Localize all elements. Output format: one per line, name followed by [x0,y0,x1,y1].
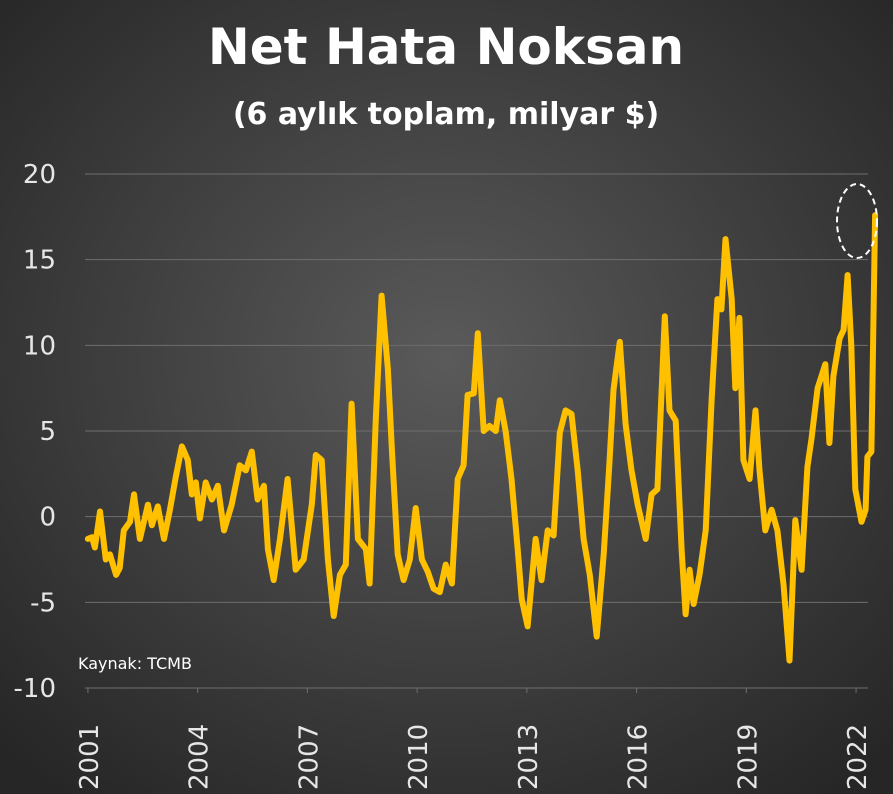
chart-title: Net Hata Noksan [208,18,684,76]
y-tick-label: 20 [23,160,56,190]
y-tick-label: -10 [14,674,56,704]
y-tick-label: -5 [30,588,56,618]
source-note: Kaynak: TCMB [78,654,192,673]
grid: -10 -5 0 5 10 15 20 2001 2004 2007 2010 2013 2016 201… [14,160,874,790]
x-tick-label: 2016 [624,724,654,790]
y-tick-label: 15 [23,246,56,276]
y-tick-label: 5 [39,417,56,447]
chart-subtitle: (6 aylık toplam, milyar $) [233,97,659,132]
x-tick-label: 2004 [185,724,215,790]
x-tick-label: 2007 [294,724,324,790]
x-tick-label: 2010 [404,724,434,790]
plot [84,212,879,664]
y-tick-label: 0 [39,503,56,533]
x-tick-label: 2001 [75,724,105,790]
y-tick-label: 10 [23,331,56,361]
x-tick-label: 2022 [843,724,873,790]
x-tick-label: 2019 [733,724,763,790]
x-tick-label: 2013 [514,724,544,790]
highlight-ellipse [836,183,878,259]
data-line [84,212,879,664]
